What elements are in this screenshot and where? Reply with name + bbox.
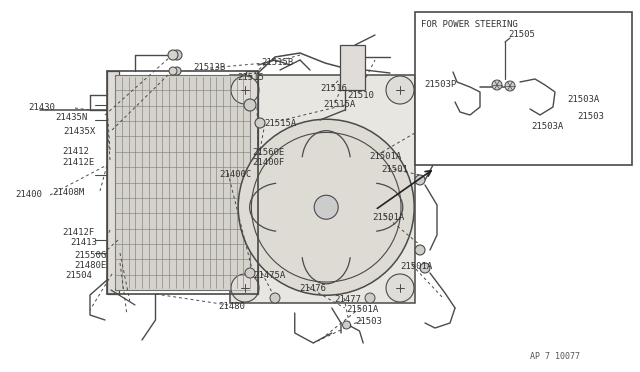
Text: 21515B: 21515B xyxy=(261,58,293,67)
Text: 21503: 21503 xyxy=(355,317,382,326)
Text: 21400C: 21400C xyxy=(219,170,252,179)
Text: 21412F: 21412F xyxy=(62,228,94,237)
FancyBboxPatch shape xyxy=(246,71,258,294)
Circle shape xyxy=(172,50,182,60)
Text: 21408M: 21408M xyxy=(52,188,84,197)
Circle shape xyxy=(314,195,338,219)
Circle shape xyxy=(420,263,430,273)
Circle shape xyxy=(415,175,425,185)
Text: 21400: 21400 xyxy=(15,190,42,199)
Text: 21513B: 21513B xyxy=(193,63,225,72)
Circle shape xyxy=(270,293,280,303)
Text: 21435N: 21435N xyxy=(55,113,87,122)
FancyBboxPatch shape xyxy=(107,71,119,294)
Bar xyxy=(415,12,632,165)
Text: 21515A: 21515A xyxy=(264,119,296,128)
Text: 21501A: 21501A xyxy=(372,213,404,222)
Text: 21400F: 21400F xyxy=(252,158,284,167)
Circle shape xyxy=(231,274,259,302)
Text: 21510: 21510 xyxy=(347,91,374,100)
Circle shape xyxy=(173,67,181,75)
Text: 21550G: 21550G xyxy=(74,251,106,260)
Circle shape xyxy=(255,118,265,128)
Text: 21501: 21501 xyxy=(381,165,408,174)
Bar xyxy=(230,75,415,303)
Text: 21412: 21412 xyxy=(62,147,89,156)
Circle shape xyxy=(505,81,515,91)
Text: AP 7 10077: AP 7 10077 xyxy=(530,352,580,361)
Text: 21435X: 21435X xyxy=(63,127,95,136)
Circle shape xyxy=(386,76,414,104)
Circle shape xyxy=(342,321,351,329)
Text: 21477: 21477 xyxy=(334,295,361,304)
Text: 21503A: 21503A xyxy=(567,95,599,104)
Text: 21480E: 21480E xyxy=(74,261,106,270)
Text: 21560E: 21560E xyxy=(252,148,284,157)
Circle shape xyxy=(168,50,178,60)
Circle shape xyxy=(245,268,255,278)
Circle shape xyxy=(231,76,259,104)
Text: 21430: 21430 xyxy=(28,103,55,112)
Text: 21501A: 21501A xyxy=(400,262,432,271)
Text: 21503P: 21503P xyxy=(424,80,456,89)
Circle shape xyxy=(415,130,425,140)
Circle shape xyxy=(415,245,425,255)
Circle shape xyxy=(169,67,177,75)
Text: FOR POWER STEERING: FOR POWER STEERING xyxy=(421,20,518,29)
Bar xyxy=(115,75,250,290)
Circle shape xyxy=(365,293,375,303)
Text: 21480: 21480 xyxy=(218,302,245,311)
Text: 21503A: 21503A xyxy=(531,122,563,131)
Text: 21413: 21413 xyxy=(70,238,97,247)
Text: 21503: 21503 xyxy=(577,112,604,121)
Circle shape xyxy=(492,80,502,90)
Text: 21515A: 21515A xyxy=(323,100,355,109)
Text: 21515: 21515 xyxy=(237,73,264,82)
Circle shape xyxy=(244,99,256,111)
Text: 21505: 21505 xyxy=(508,30,535,39)
Bar xyxy=(340,45,365,90)
Circle shape xyxy=(386,274,414,302)
Text: 21475A: 21475A xyxy=(253,271,285,280)
Text: 21412E: 21412E xyxy=(62,158,94,167)
Circle shape xyxy=(238,119,414,295)
Text: 21516: 21516 xyxy=(320,84,347,93)
Text: 21501A: 21501A xyxy=(369,152,401,161)
Text: 21501A: 21501A xyxy=(346,305,378,314)
Text: 21504: 21504 xyxy=(65,271,92,280)
Text: 21476: 21476 xyxy=(299,284,326,293)
